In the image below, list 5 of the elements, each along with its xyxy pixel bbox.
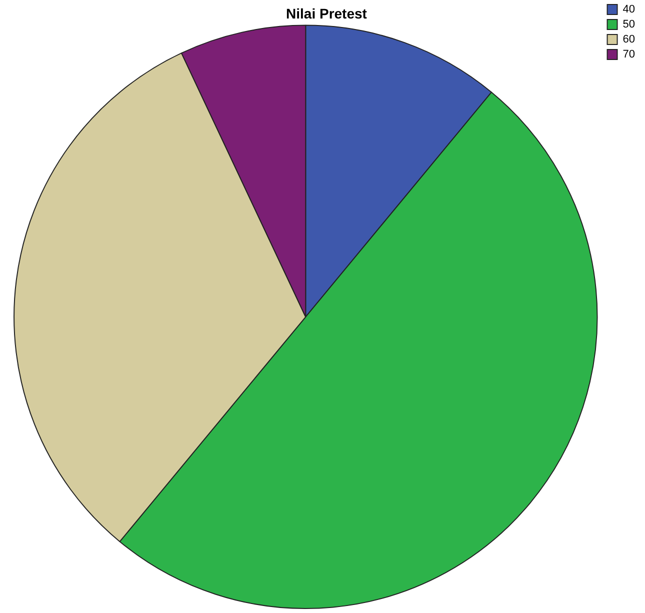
legend-label: 40 — [622, 4, 636, 16]
legend-label: 60 — [622, 34, 636, 46]
chart-title: Nilai Pretest — [286, 5, 368, 22]
legend-label: 70 — [622, 48, 636, 61]
legend-label: 50 — [622, 18, 636, 31]
